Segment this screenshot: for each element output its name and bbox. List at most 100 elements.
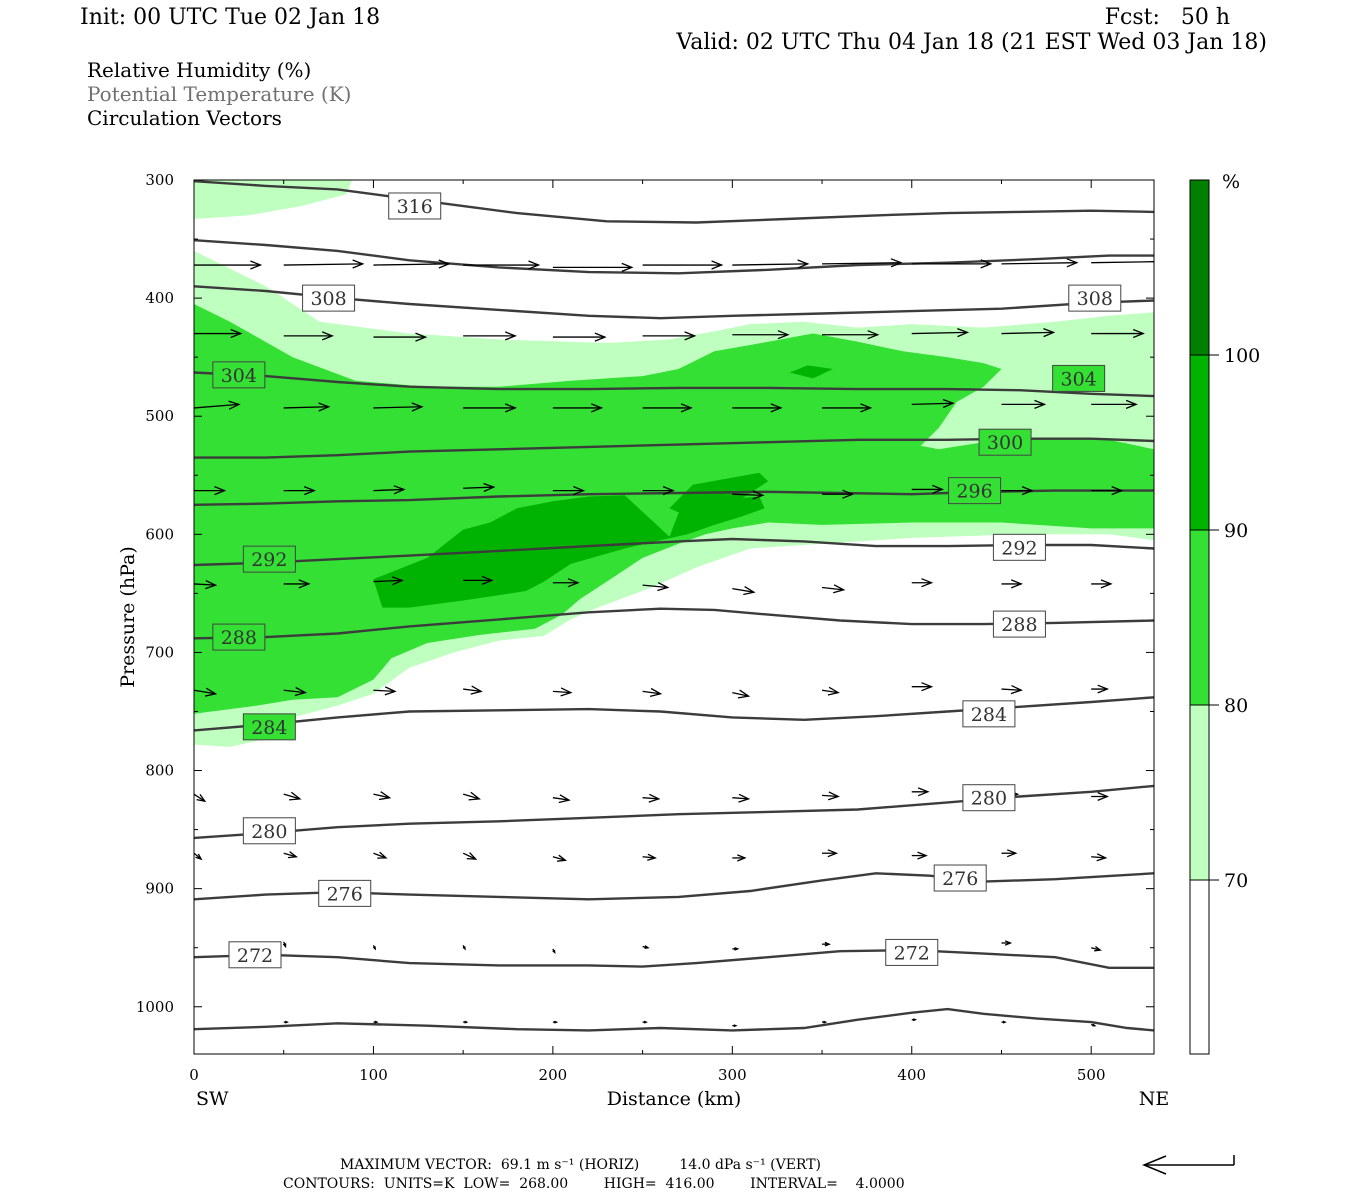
circulation-vector xyxy=(1001,1020,1007,1024)
circulation-vector xyxy=(642,853,657,861)
circulation-vector xyxy=(642,260,724,270)
y-tick-label: 400 xyxy=(145,289,174,307)
circulation-vector xyxy=(911,851,928,860)
contour-label-288: 288 xyxy=(212,623,266,651)
circulation-vector xyxy=(194,260,263,270)
circulation-vector xyxy=(911,1018,918,1022)
circulation-vector xyxy=(552,262,634,273)
circulation-vector xyxy=(282,941,287,949)
circulation-vector xyxy=(1091,261,1154,264)
circulation-vector xyxy=(194,400,241,410)
circulation-vector xyxy=(1001,849,1018,858)
circulation-vector xyxy=(911,327,970,338)
theta-contour-272 xyxy=(194,948,1154,969)
circulation-vector xyxy=(373,485,406,495)
circulation-vector xyxy=(1091,579,1113,589)
circulation-vector xyxy=(1091,791,1110,802)
circulation-vector xyxy=(732,946,740,951)
circulation-vector xyxy=(552,332,607,342)
contour-label-296: 296 xyxy=(948,477,1002,505)
svg-text:308: 308 xyxy=(310,288,346,310)
init-time: Init: 00 UTC Tue 02 Jan 18 xyxy=(80,5,381,30)
contour-label-280: 280 xyxy=(962,784,1016,812)
circulation-vector xyxy=(642,793,661,803)
circulation-vector xyxy=(552,854,568,862)
circulation-vector xyxy=(194,793,207,803)
svg-text:288: 288 xyxy=(221,627,257,649)
circulation-vector xyxy=(822,849,839,858)
x-tick-label: 400 xyxy=(897,1066,926,1084)
legend-relative-humidity: Relative Humidity (%) xyxy=(87,58,312,82)
contour-label-308: 308 xyxy=(1068,284,1122,312)
circulation-vector xyxy=(822,941,831,947)
circulation-vector xyxy=(283,331,334,341)
circulation-vector xyxy=(1001,685,1023,695)
svg-text:280: 280 xyxy=(971,788,1007,810)
svg-text:272: 272 xyxy=(894,942,930,964)
rh-region-90-3 xyxy=(373,495,765,608)
circulation-vector xyxy=(911,259,993,269)
y-tick-label: 1000 xyxy=(136,998,174,1016)
circulation-vector xyxy=(821,791,840,801)
circulation-vector xyxy=(822,1020,828,1024)
colorbar: 70 80 90 100% xyxy=(1189,171,1260,1055)
contour-label-292: 292 xyxy=(992,533,1046,561)
circulation-vector xyxy=(283,485,316,496)
axes: 300 400 500 600 700 800 900 1000 0 100 200 300 400 50… xyxy=(136,171,1154,1084)
svg-text:276: 276 xyxy=(942,868,978,890)
rh-region-90-4 xyxy=(669,472,769,517)
circulation-vector xyxy=(1001,579,1023,589)
contour-labels: 316 308 308 304 304 300 296 292 292 288 288 284 284 2… xyxy=(212,192,1122,969)
y-tick-label: 300 xyxy=(145,171,174,189)
circulation-vector xyxy=(372,945,376,951)
theta-contour-304 xyxy=(194,371,1154,398)
circulation-vector xyxy=(463,331,517,341)
svg-text:300: 300 xyxy=(987,432,1023,454)
circulation-vector xyxy=(373,402,424,412)
circulation-vector xyxy=(642,1020,648,1024)
circulation-vector xyxy=(822,489,855,499)
legend-potential-temperature: Potential Temperature (K) xyxy=(87,82,352,106)
contour-label-304: 304 xyxy=(212,361,266,389)
circulation-vector xyxy=(194,580,218,590)
circulation-vector xyxy=(642,485,675,496)
circulation-vector xyxy=(821,584,846,594)
circulation-vector xyxy=(283,579,311,589)
circulation-vector xyxy=(552,578,580,588)
circulation-vector xyxy=(1091,945,1102,952)
theta-contour-288 xyxy=(194,607,1154,640)
circulation-vector xyxy=(462,791,481,801)
circulation-vector xyxy=(373,851,388,859)
svg-text:276: 276 xyxy=(327,883,363,905)
circulation-vector xyxy=(1001,485,1034,496)
y-tick-label: 700 xyxy=(145,643,174,661)
x-tick-label: 500 xyxy=(1077,1066,1106,1084)
circulation-vector xyxy=(732,259,810,269)
y-tick-label: 900 xyxy=(145,880,174,898)
circulation-vector xyxy=(1090,1023,1097,1027)
legend-circulation-vectors: Circulation Vectors xyxy=(87,106,282,130)
plot-frame xyxy=(193,179,1155,1055)
circulation-vector xyxy=(373,259,451,269)
contour-label-272: 272 xyxy=(228,941,282,969)
theta-contour-312 xyxy=(194,239,1154,275)
circulation-vector xyxy=(552,948,556,954)
circulation-vector xyxy=(552,403,604,413)
circulation-vector xyxy=(822,330,880,340)
theta-contour-268 xyxy=(194,1007,1154,1032)
x-tick-label: 200 xyxy=(539,1066,568,1084)
svg-text:288: 288 xyxy=(1001,614,1037,636)
colorbar-segment xyxy=(1190,880,1209,1054)
colorbar-level-label: 80 xyxy=(1224,695,1248,717)
circulation-vector xyxy=(1091,684,1110,694)
contour-label-300: 300 xyxy=(978,428,1032,456)
circulation-vector xyxy=(373,1020,379,1024)
circulation-vector xyxy=(911,682,934,692)
circulation-vector xyxy=(283,791,302,801)
x-tick-label: 100 xyxy=(359,1066,388,1084)
circulation-vector xyxy=(194,852,203,861)
circulation-vector xyxy=(642,331,697,341)
contour-label-288: 288 xyxy=(992,610,1046,638)
circulation-vector xyxy=(552,794,571,804)
